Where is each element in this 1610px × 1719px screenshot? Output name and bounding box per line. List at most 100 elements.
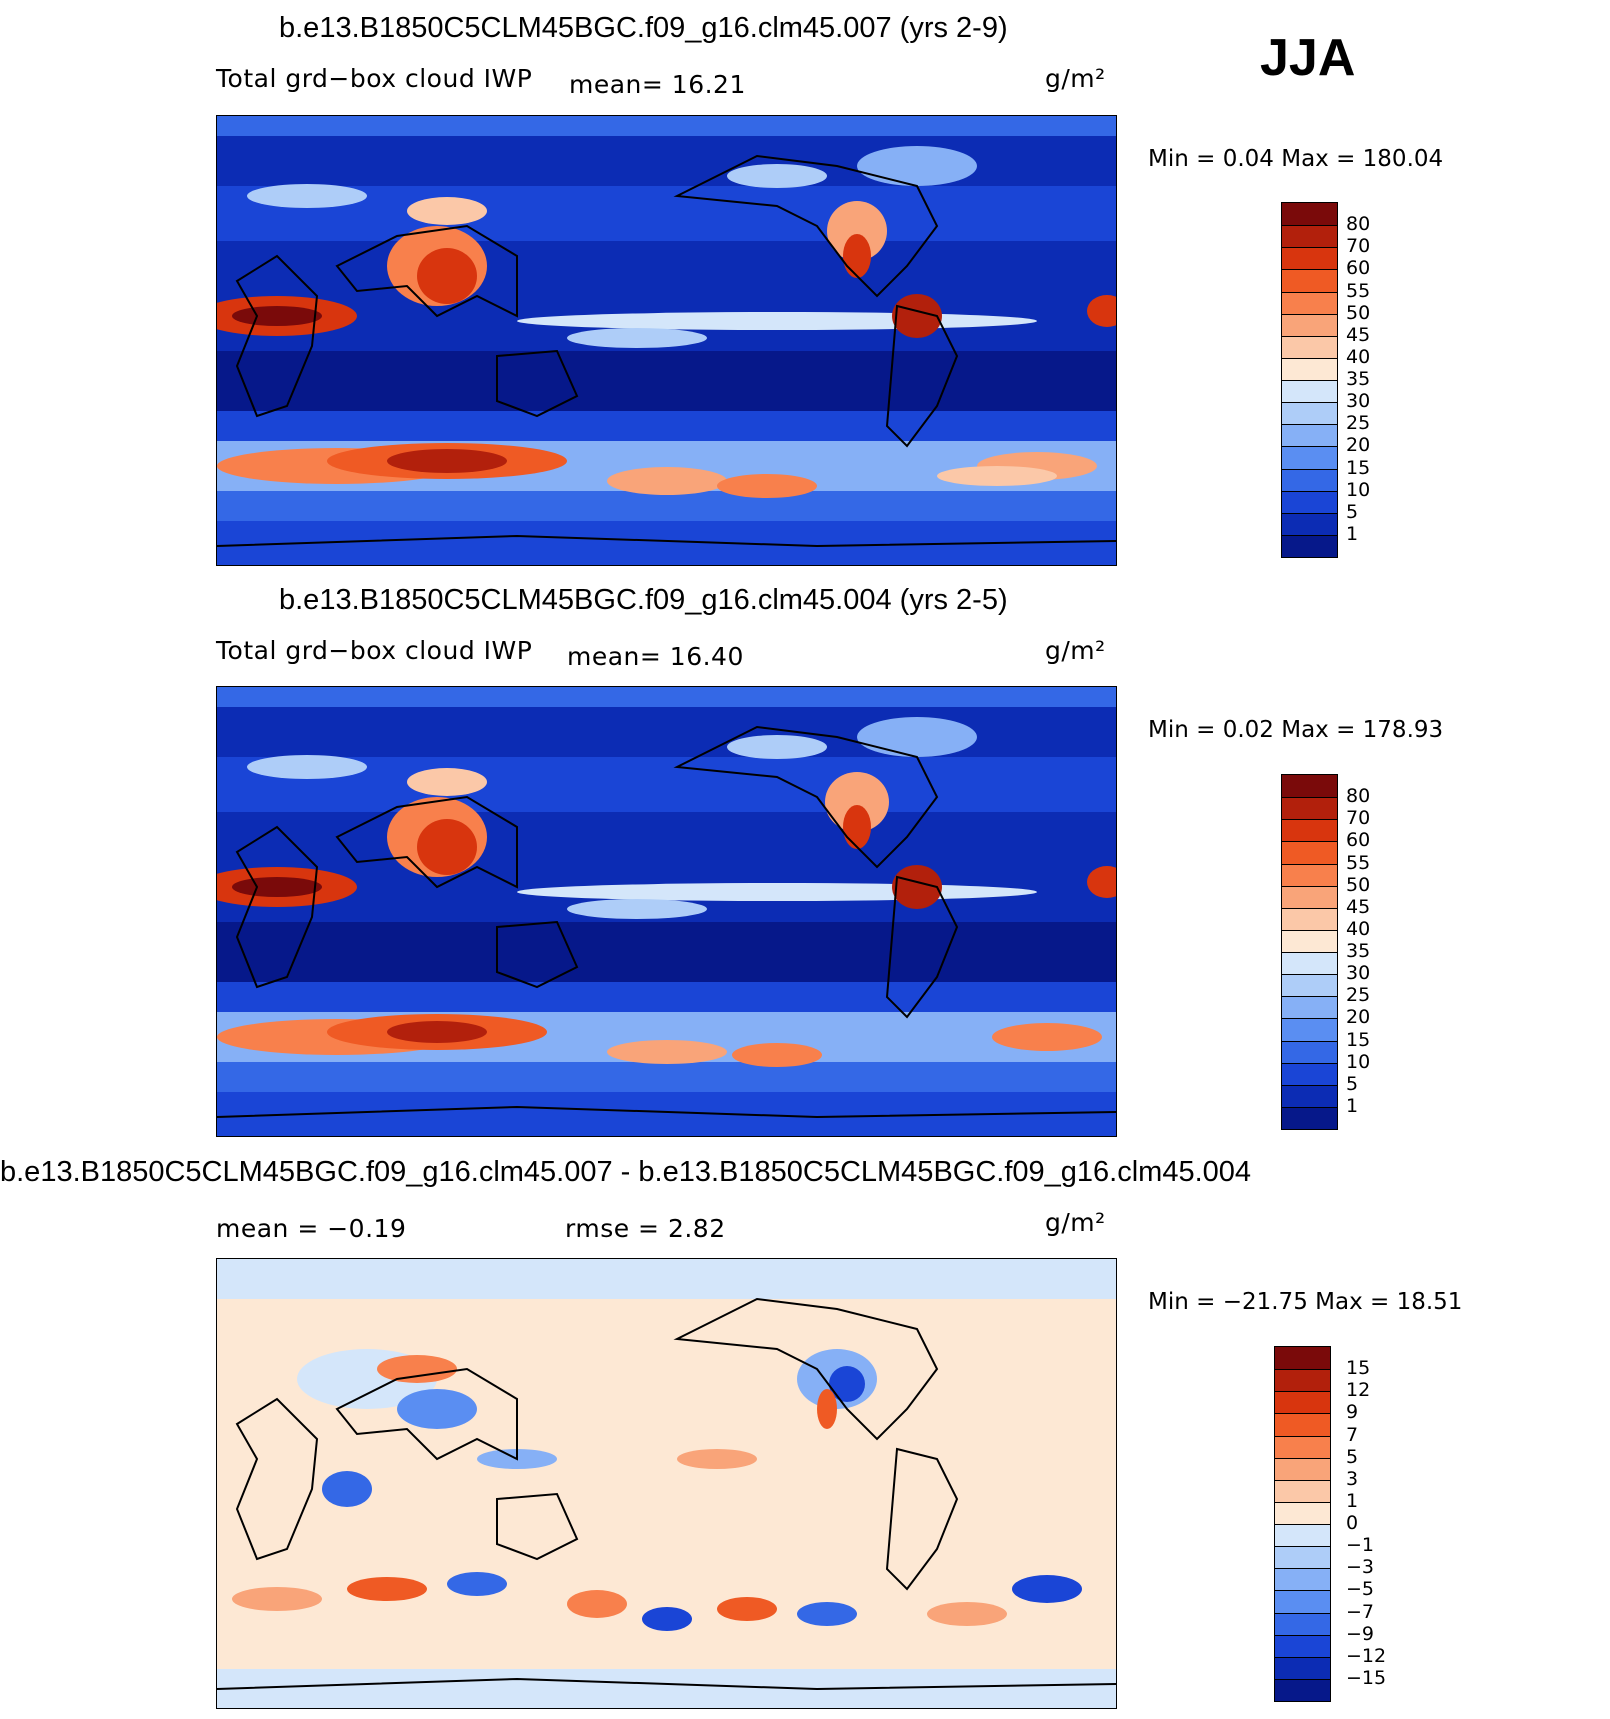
colorbar-swatch — [1282, 335, 1337, 358]
panel-2-colorbar — [1281, 774, 1338, 1130]
colorbar-swatch — [1282, 885, 1337, 908]
colorbar-swatch — [1282, 1106, 1337, 1129]
colorbar-label: −12 — [1346, 1644, 1387, 1667]
panel-2-map — [216, 686, 1117, 1137]
panel-3-colorbar — [1274, 1346, 1331, 1702]
colorbar-label: 3 — [1346, 1467, 1359, 1490]
colorbar-swatch — [1275, 1479, 1330, 1502]
panel-2-variable: Total grd−box cloud IWP — [216, 636, 533, 665]
colorbar-swatch — [1282, 1018, 1337, 1041]
colorbar-label: 35 — [1346, 940, 1371, 962]
panel-1-field — [217, 116, 1116, 565]
colorbar-swatch — [1282, 952, 1337, 975]
colorbar-label: 35 — [1346, 368, 1371, 390]
colorbar-swatch — [1275, 1347, 1330, 1370]
colorbar-swatch — [1282, 775, 1337, 798]
colorbar-swatch — [1282, 402, 1337, 425]
colorbar-swatch — [1275, 1435, 1330, 1458]
colorbar-swatch — [1275, 1391, 1330, 1414]
colorbar-swatch — [1282, 863, 1337, 886]
panel-1-minmax: Min = 0.04 Max = 180.04 — [1148, 146, 1444, 172]
colorbar-label: 1 — [1346, 1489, 1359, 1512]
colorbar-swatch — [1275, 1501, 1330, 1524]
colorbar-swatch — [1282, 468, 1337, 491]
colorbar-label: 5 — [1346, 1072, 1359, 1095]
panel-2-field — [217, 687, 1116, 1136]
colorbar-label: 1 — [1346, 1094, 1359, 1117]
colorbar-swatch — [1275, 1612, 1330, 1635]
panel-1-map — [216, 115, 1117, 566]
panel-3-units: g/m² — [1045, 1208, 1106, 1237]
colorbar-swatch — [1282, 974, 1337, 997]
colorbar-label: 80 — [1346, 213, 1371, 236]
colorbar-label: 45 — [1346, 895, 1371, 918]
colorbar-swatch — [1275, 1590, 1330, 1613]
colorbar-label: 55 — [1346, 279, 1371, 302]
colorbar-swatch — [1275, 1413, 1330, 1436]
colorbar-label: 40 — [1346, 345, 1371, 368]
panel-3-field — [217, 1259, 1116, 1708]
colorbar-label: −5 — [1346, 1578, 1375, 1601]
colorbar-swatch — [1282, 929, 1337, 952]
panel-2-colorbar-labels: 80 70 60 55 50 45 40 35 30 25 20 15 10 5 1 — [1346, 774, 1406, 1134]
colorbar-label: 1 — [1346, 522, 1359, 545]
panel-2-minmax: Min = 0.02 Max = 178.93 — [1148, 717, 1444, 743]
colorbar-swatch — [1275, 1634, 1330, 1657]
colorbar-swatch — [1282, 907, 1337, 930]
colorbar-label: 55 — [1346, 851, 1371, 874]
colorbar-label: 60 — [1346, 829, 1371, 852]
colorbar-swatch — [1275, 1369, 1330, 1392]
panel-1-title: b.e13.B1850C5CLM45BGC.f09_g16.clm45.007 … — [279, 12, 1008, 44]
panel-1-mean: mean= 16.21 — [569, 70, 746, 99]
panel-2-units: g/m² — [1045, 636, 1106, 665]
season-label: JJA — [1260, 29, 1356, 87]
colorbar-label: 40 — [1346, 917, 1371, 940]
colorbar-swatch — [1282, 269, 1337, 292]
colorbar-label: 50 — [1346, 873, 1371, 896]
panel-2-mean: mean= 16.40 — [567, 642, 744, 671]
colorbar-swatch — [1282, 1040, 1337, 1063]
colorbar-label: 5 — [1346, 500, 1359, 523]
colorbar-swatch — [1275, 1546, 1330, 1569]
colorbar-swatch — [1275, 1678, 1330, 1701]
colorbar-swatch — [1275, 1457, 1330, 1480]
colorbar-label: 15 — [1346, 1028, 1371, 1051]
panel-3-minmax: Min = −21.75 Max = 18.51 — [1148, 1289, 1463, 1315]
colorbar-swatch — [1282, 357, 1337, 380]
colorbar-swatch — [1282, 797, 1337, 820]
colorbar-swatch — [1282, 380, 1337, 403]
colorbar-label: 7 — [1346, 1423, 1359, 1446]
colorbar-swatch — [1282, 1084, 1337, 1107]
colorbar-swatch — [1282, 291, 1337, 314]
colorbar-swatch — [1282, 996, 1337, 1019]
colorbar-label: 30 — [1346, 962, 1371, 985]
panel-3-mean: mean = −0.19 — [216, 1214, 407, 1243]
colorbar-swatch — [1282, 247, 1337, 270]
colorbar-label: 0 — [1346, 1512, 1359, 1534]
colorbar-label: −15 — [1346, 1666, 1387, 1689]
colorbar-label: 12 — [1346, 1379, 1371, 1402]
colorbar-swatch — [1275, 1568, 1330, 1591]
colorbar-swatch — [1282, 819, 1337, 842]
panel-2-title: b.e13.B1850C5CLM45BGC.f09_g16.clm45.004 … — [279, 584, 1008, 616]
panel-3-colorbar-labels: 15 12 9 7 5 3 1 0 −1 −3 −5 −7 −9 −12 −15 — [1346, 1346, 1406, 1706]
colorbar-label: 70 — [1346, 235, 1371, 258]
colorbar-swatch — [1282, 490, 1337, 513]
panel-1-variable: Total grd−box cloud IWP — [216, 64, 533, 93]
colorbar-label: 70 — [1346, 807, 1371, 830]
colorbar-label: 25 — [1346, 984, 1371, 1007]
colorbar-label: 20 — [1346, 1006, 1371, 1029]
colorbar-swatch — [1282, 203, 1337, 226]
colorbar-label: 50 — [1346, 301, 1371, 324]
panel-3-map — [216, 1258, 1117, 1709]
panel-1-colorbar — [1281, 202, 1338, 558]
colorbar-label: 25 — [1346, 412, 1371, 435]
colorbar-swatch — [1282, 313, 1337, 336]
colorbar-label: 15 — [1346, 456, 1371, 479]
colorbar-swatch — [1282, 446, 1337, 469]
colorbar-label: 30 — [1346, 390, 1371, 413]
colorbar-label: 5 — [1346, 1445, 1359, 1468]
colorbar-label: 60 — [1346, 257, 1371, 280]
panel-1-colorbar-labels: 80 70 60 55 50 45 40 35 30 25 20 15 10 5 1 — [1346, 202, 1406, 562]
colorbar-label: 15 — [1346, 1357, 1371, 1380]
